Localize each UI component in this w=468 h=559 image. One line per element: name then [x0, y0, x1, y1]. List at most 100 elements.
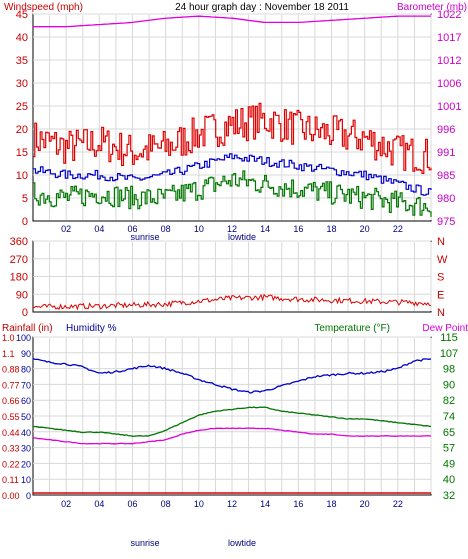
wind-y-tick-label: 5 — [22, 193, 28, 205]
wind-y-tick-label: 25 — [16, 101, 28, 113]
barometer-y-tick-label: 1012 — [437, 55, 461, 67]
wind-y-tick-label: 40 — [16, 32, 28, 44]
wind-y-tick-label: 10 — [16, 170, 28, 182]
rainfall-y-tick-label: 0.22 — [2, 459, 20, 469]
compass-tick-label: N — [437, 236, 445, 248]
rainfall-y-tick-label: 0.00 — [2, 491, 20, 501]
wind-y-tick-label: 30 — [16, 78, 28, 90]
temperature-y-tick-label: 107 — [440, 348, 458, 360]
x-tick-label: 06 — [127, 499, 137, 509]
temperature-y-tick-label: 90 — [443, 379, 455, 391]
humidity-y-tick-label: 80 — [21, 365, 31, 375]
wind-gust-line — [33, 102, 432, 174]
humidity-y-tick-label: 70 — [21, 380, 31, 390]
x-tick-label: 20 — [360, 499, 370, 509]
compass-tick-label: E — [437, 289, 444, 301]
rainfall-y-tick-label: 1.0 — [2, 333, 15, 343]
humidity-y-tick-label: 20 — [21, 459, 31, 469]
x-tick-label: 08 — [161, 224, 171, 234]
humidity-y-tick-label: 10 — [21, 475, 31, 485]
temperature-y-tick-label: 57 — [443, 443, 455, 455]
compass-tick-label: W — [437, 254, 448, 266]
temperature-line — [32, 406, 432, 437]
direction-y-tick-label: 360 — [10, 236, 28, 248]
wind-y-tick-label: 35 — [16, 55, 28, 67]
temperature-y-tick-label: 40 — [443, 474, 455, 486]
lowtide-label: lowtide — [228, 232, 256, 242]
barometer-y-tick-label: 1006 — [437, 78, 461, 90]
temperature-y-tick-label: 98 — [443, 364, 455, 376]
x-tick-label: 12 — [227, 499, 237, 509]
x-tick-label: 12 — [227, 224, 237, 234]
wind-speed-line — [33, 170, 432, 217]
rainfall-y-tick-label: 0.77 — [2, 380, 20, 390]
temperature-y-tick-label: 49 — [443, 458, 455, 470]
wind-direction-trace — [32, 293, 432, 311]
dewpoint-axis-title: Dew Point — [422, 323, 468, 334]
humidity-line — [32, 357, 432, 394]
humidity-y-tick-label: 30 — [21, 444, 31, 454]
windspeed-axis-title: Windspeed (mph) — [4, 2, 83, 13]
wind-y-tick-label: 20 — [16, 124, 28, 136]
rainfall-y-tick-label: 0.11 — [2, 475, 19, 485]
chart-title: 24 hour graph day : November 18 2011 — [175, 2, 349, 13]
direction-y-tick-label: 270 — [10, 254, 28, 266]
x-tick-label: 20 — [360, 224, 370, 234]
wind-average-line — [33, 153, 432, 196]
x-tick-label: 22 — [393, 224, 403, 234]
wind-y-tick-label: 0 — [22, 216, 28, 228]
rainfall-y-tick-label: 1.1 — [2, 349, 15, 359]
humidity-y-tick-label: 40 — [21, 428, 31, 438]
rainfall-axis-title: Rainfall (in) — [2, 323, 53, 334]
humidity-y-tick-label: 50 — [21, 412, 31, 422]
x-tick-label: 10 — [194, 499, 204, 509]
x-tick-label: 14 — [260, 224, 270, 234]
x-tick-label: 10 — [194, 224, 204, 234]
x-tick-label: 04 — [94, 224, 104, 234]
compass-tick-label: N — [437, 307, 445, 319]
direction-y-tick-label: 90 — [16, 289, 28, 301]
x-tick-label: 06 — [127, 224, 137, 234]
humidity-y-tick-label: 0 — [26, 491, 31, 501]
compass-tick-label: S — [437, 272, 444, 284]
x-tick-label: 18 — [326, 499, 336, 509]
temperature-y-tick-label: 82 — [443, 395, 455, 407]
wind-y-tick-label: 45 — [16, 9, 28, 21]
barometer-y-tick-label: 1022 — [437, 9, 461, 21]
temperature-axis-title: Temperature (°F) — [314, 323, 390, 334]
x-tick-label: 22 — [393, 499, 403, 509]
barometer-line — [33, 15, 431, 28]
temperature-y-tick-label: 65 — [443, 427, 455, 439]
rainfall-y-tick-label: 0.55 — [2, 412, 20, 422]
direction-y-tick-label: 0 — [22, 307, 28, 319]
humidity-y-tick-label: 90 — [21, 349, 31, 359]
barometer-y-tick-label: 1001 — [437, 101, 461, 113]
temperature-y-tick-label: 32 — [443, 490, 455, 502]
barometer-axis-title: Barometer (mb) — [397, 2, 467, 13]
temperature-y-tick-label: 115 — [440, 332, 458, 344]
x-tick-label: 02 — [61, 224, 71, 234]
x-tick-label: 02 — [61, 499, 71, 509]
x-tick-label: 08 — [161, 499, 171, 509]
rainfall-y-tick-label: 0.44 — [2, 428, 20, 438]
humidity-y-tick-label: 60 — [21, 396, 31, 406]
sunrise-label: sunrise — [130, 538, 159, 548]
x-tick-label: 14 — [260, 499, 270, 509]
x-tick-label: 18 — [326, 224, 336, 234]
rainfall-y-tick-label: 0.88 — [2, 365, 20, 375]
wind-y-tick-label: 15 — [16, 147, 28, 159]
lowtide-label: lowtide — [228, 538, 256, 548]
humidity-axis-title: Humidity % — [66, 323, 117, 334]
humidity-y-tick-label: 100 — [16, 333, 31, 343]
barometer-y-tick-label: 991 — [437, 147, 455, 159]
temperature-y-tick-label: 74 — [443, 411, 455, 423]
barometer-y-tick-label: 980 — [437, 193, 455, 205]
x-tick-label: 04 — [94, 499, 104, 509]
rainfall-y-tick-label: 0.66 — [2, 396, 20, 406]
direction-y-tick-label: 180 — [10, 272, 28, 284]
x-tick-label: 16 — [293, 224, 303, 234]
rainfall-y-tick-label: 0.33 — [2, 444, 20, 454]
sunrise-label: sunrise — [130, 232, 159, 242]
